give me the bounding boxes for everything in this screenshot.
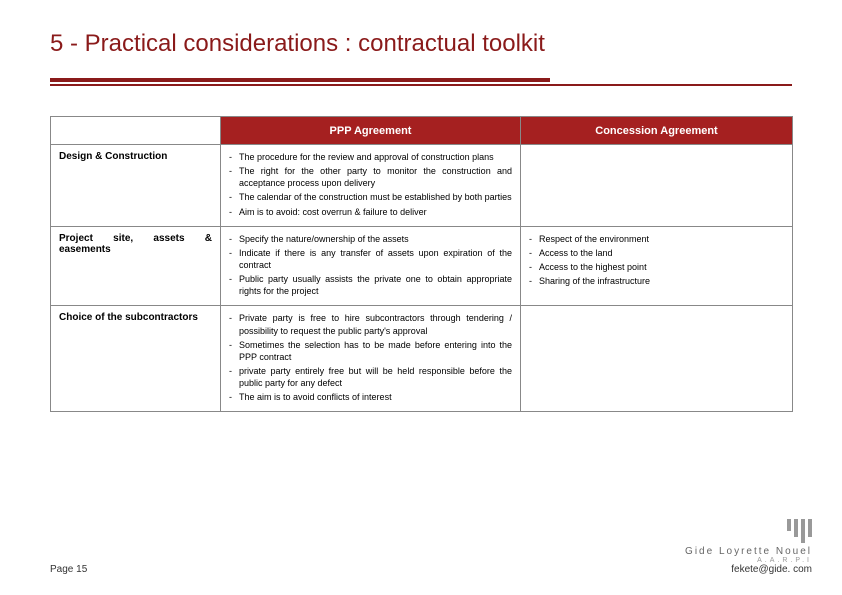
firm-name: Gide Loyrette Nouel: [685, 546, 812, 557]
list-item: The procedure for the review and approva…: [229, 151, 512, 163]
list-item: Public party usually assists the private…: [229, 273, 512, 297]
row-label: Choice of the subcontractors: [51, 306, 221, 412]
table-header-blank: [51, 117, 221, 145]
list-item: Access to the highest point: [529, 261, 784, 273]
row-label: Project site, assets & easements: [51, 226, 221, 306]
firm-sub: A.A.R.P.I: [685, 557, 812, 564]
list-item: private party entirely free but will be …: [229, 365, 512, 389]
row-label: Design & Construction: [51, 145, 221, 227]
list-item: The calendar of the construction must be…: [229, 191, 512, 203]
list-item: The aim is to avoid conflicts of interes…: [229, 391, 512, 403]
cell-ppp: The procedure for the review and approva…: [221, 145, 521, 227]
list-item: Access to the land: [529, 247, 784, 259]
table-header-ppp: PPP Agreement: [221, 117, 521, 145]
cell-ppp: Specify the nature/ownership of the asse…: [221, 226, 521, 306]
list-item: Specify the nature/ownership of the asse…: [229, 233, 512, 245]
table-row: Project site, assets & easements Specify…: [51, 226, 793, 306]
divider-thick: [50, 78, 550, 82]
cell-concession: [521, 306, 793, 412]
list-item: Sometimes the selection has to be made b…: [229, 339, 512, 363]
slide-title: 5 - Practical considerations : contractu…: [50, 30, 792, 58]
slide: 5 - Practical considerations : contractu…: [0, 0, 842, 595]
table-header-row: PPP Agreement Concession Agreement: [51, 117, 793, 145]
page-number: Page 15: [50, 564, 87, 575]
table-row: Design & Construction The procedure for …: [51, 145, 793, 227]
brand-block: Gide Loyrette Nouel A.A.R.P.I fekete@gid…: [685, 519, 812, 575]
list-item: Aim is to avoid: cost overrun & failure …: [229, 206, 512, 218]
list-item: Sharing of the infrastructure: [529, 275, 784, 287]
list-item: Respect of the environment: [529, 233, 784, 245]
table-header-concession: Concession Agreement: [521, 117, 793, 145]
list-item: Indicate if there is any transfer of ass…: [229, 247, 512, 271]
footer: Page 15 Gide Loyrette Nouel A.A.R.P.I fe…: [50, 519, 812, 575]
cell-concession: [521, 145, 793, 227]
comparison-table: PPP Agreement Concession Agreement Desig…: [50, 116, 793, 412]
divider-thin: [50, 84, 792, 86]
table-row: Choice of the subcontractors Private par…: [51, 306, 793, 412]
contact-email: fekete@gide. com: [685, 564, 812, 575]
cell-ppp: Private party is free to hire subcontrac…: [221, 306, 521, 412]
list-item: Private party is free to hire subcontrac…: [229, 312, 512, 336]
cell-concession: Respect of the environment Access to the…: [521, 226, 793, 306]
list-item: The right for the other party to monitor…: [229, 165, 512, 189]
logo-icon: [685, 519, 812, 543]
